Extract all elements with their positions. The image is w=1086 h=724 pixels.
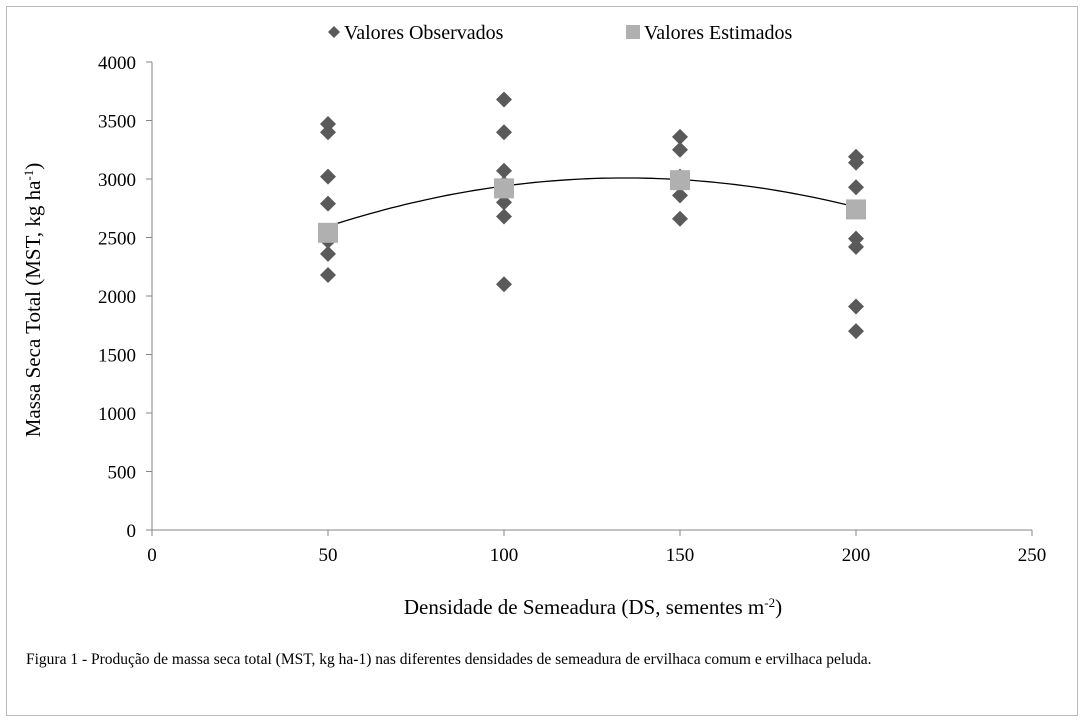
x-tick-label: 250 — [1018, 545, 1047, 566]
figure-caption: Figura 1 - Produção de massa seca total … — [26, 650, 1066, 670]
observed-point — [496, 162, 512, 179]
y-tick-label: 4000 — [98, 53, 136, 74]
x-tick-label: 50 — [319, 545, 338, 566]
chart-legend: Valores Observados Valores Estimados — [328, 22, 793, 44]
legend-label-estimated: Valores Estimados — [644, 22, 793, 44]
legend-square-marker — [626, 25, 640, 39]
chart-axes — [151, 62, 1032, 531]
observed-point — [848, 230, 864, 247]
observed-point — [320, 116, 336, 133]
x-tick-label: 150 — [666, 545, 695, 566]
estimated-point — [318, 222, 338, 243]
observed-point — [672, 187, 688, 204]
y-tick-label: 500 — [108, 463, 137, 484]
x-tick-label: 200 — [842, 545, 871, 566]
estimated-point — [494, 178, 514, 199]
trend-curve — [327, 177, 857, 228]
estimated-points — [318, 170, 866, 243]
observed-point — [848, 298, 864, 315]
legend-diamond-marker — [328, 26, 340, 38]
estimated-point — [670, 170, 690, 191]
observed-point — [496, 194, 512, 211]
observed-point — [848, 238, 864, 255]
observed-point — [320, 266, 336, 283]
y-tick-label: 0 — [127, 521, 137, 542]
observed-point — [496, 91, 512, 108]
figure-frame — [6, 6, 1078, 716]
observed-point — [848, 154, 864, 171]
observed-point — [320, 124, 336, 141]
caption-label: Figura 1 - — [26, 651, 92, 668]
observed-points — [320, 91, 864, 340]
y-tick-label: 2000 — [98, 287, 136, 308]
observed-point — [848, 323, 864, 340]
observed-point — [848, 179, 864, 196]
y-tick-label: 1500 — [98, 346, 136, 367]
estimated-point — [846, 199, 866, 220]
x-tick-label: 0 — [147, 545, 157, 566]
x-tick-label: 100 — [490, 545, 519, 566]
observed-point — [320, 245, 336, 262]
y-axis-ticks: 0 500 1000 1500 2000 2500 3000 3500 4000 — [98, 53, 152, 542]
y-axis-label: Massa Seca Total (MST, kg ha-1) — [21, 163, 46, 438]
observed-point — [496, 276, 512, 293]
x-axis-ticks: 0 50 100 150 200 250 — [147, 530, 1046, 566]
observed-point — [672, 128, 688, 145]
legend-label-observed: Valores Observados — [344, 22, 504, 44]
y-tick-label: 3500 — [98, 112, 136, 133]
observed-point — [672, 141, 688, 158]
observed-point — [672, 210, 688, 227]
observed-point — [320, 168, 336, 185]
y-tick-label: 1000 — [98, 404, 136, 425]
caption-text: Produção de massa seca total (MST, kg ha… — [91, 651, 872, 668]
observed-point — [496, 124, 512, 141]
x-axis-label: Densidade de Semeadura (DS, sementes m-2… — [404, 595, 782, 620]
y-tick-label: 3000 — [98, 170, 136, 191]
observed-point — [320, 195, 336, 212]
y-tick-label: 2500 — [98, 229, 136, 250]
observed-point — [496, 208, 512, 225]
